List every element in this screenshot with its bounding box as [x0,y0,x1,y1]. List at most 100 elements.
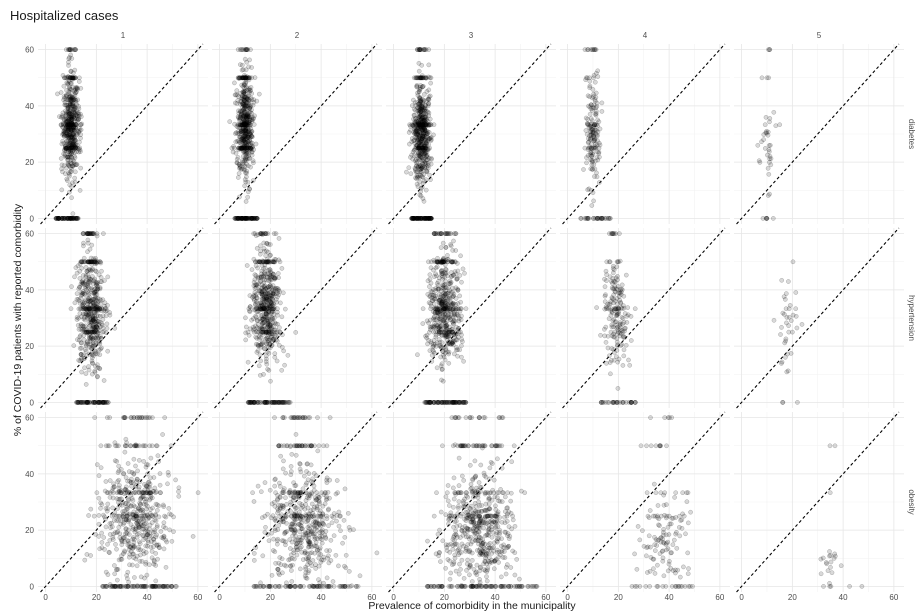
data-point [63,112,69,118]
data-point [628,338,634,343]
data-point [624,320,630,325]
data-point [437,320,442,326]
data-point [632,306,638,312]
data-point [68,128,74,133]
data-point [240,135,246,141]
data-point [253,141,259,147]
data-point [62,96,67,101]
data-point [593,216,598,221]
data-point [135,468,140,474]
data-point [231,145,237,151]
data-point [80,323,86,329]
data-point [74,216,80,221]
data-point [427,284,432,289]
data-point [62,144,68,149]
data-point [104,321,110,327]
data-point [78,351,84,357]
data-point [611,292,617,298]
data-point [154,532,159,538]
data-point [160,432,165,437]
data-point [267,242,273,247]
data-point [63,154,69,160]
data-point [155,453,161,459]
data-point [85,313,91,319]
data-point [105,348,111,354]
data-point [78,295,84,301]
data-point [63,127,69,133]
data-point [72,179,78,185]
data-point [104,325,110,331]
data-point [265,259,270,265]
data-point [121,471,126,477]
data-point [428,289,434,294]
data-point [92,400,98,405]
data-point [457,400,462,405]
data-point [799,322,805,327]
data-point [588,150,594,155]
data-point [438,354,444,360]
data-point [423,75,429,81]
data-point [781,294,787,300]
data-point [55,91,60,97]
data-point [72,145,78,151]
data-point [153,490,158,496]
data-point [272,275,277,281]
data-point [445,309,450,315]
data-point [158,529,164,534]
data-point [434,340,440,346]
data-point [59,216,65,221]
data-point [605,345,611,351]
data-point [68,69,74,74]
data-point [421,92,427,97]
data-point [428,265,434,271]
data-point [72,92,78,98]
data-point [604,278,609,283]
data-point [61,216,67,221]
data-point [435,310,440,316]
data-point [765,193,771,198]
data-point [266,367,272,373]
data-point [459,279,464,285]
data-point [103,569,109,575]
data-point [240,67,246,73]
data-point [109,513,115,519]
data-point [62,216,68,221]
data-point [69,284,74,289]
data-point [95,280,100,285]
data-point [454,276,460,281]
data-point [87,294,93,300]
data-point [267,253,273,258]
data-point [89,287,95,293]
data-point [593,94,599,100]
data-point [265,321,271,327]
data-point [112,571,118,577]
data-point [68,306,74,312]
data-point [96,473,102,479]
data-point [69,114,75,119]
data-point [72,150,77,155]
data-point [263,329,269,335]
data-point [116,443,121,449]
data-point [241,144,246,150]
data-point [173,477,178,483]
data-point [407,141,412,147]
data-point [85,341,91,347]
data-point [237,163,243,169]
data-point [73,85,79,90]
data-point [591,75,596,81]
data-point [613,279,618,285]
data-point [101,512,106,518]
data-point [252,231,258,236]
data-point [438,231,444,236]
data-point [599,109,605,114]
data-point [73,122,79,128]
data-point [420,321,426,326]
data-point [71,134,76,140]
data-point [759,139,764,145]
data-point [96,495,102,501]
data-point [603,324,609,330]
data-point [69,151,74,156]
data-point [274,309,280,315]
data-point [426,300,432,306]
data-point [107,415,113,420]
